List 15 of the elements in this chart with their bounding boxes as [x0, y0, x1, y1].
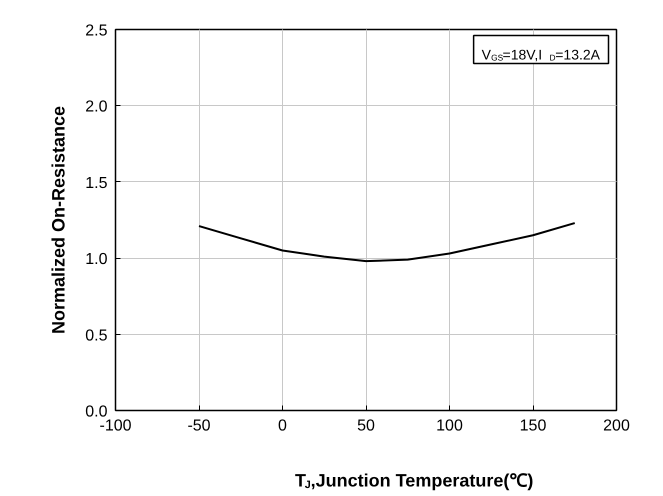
y-tick-label: 2.5	[85, 22, 108, 40]
x-tick-label: 200	[603, 418, 630, 434]
x-tick-label: 50	[357, 418, 375, 434]
y-tick-label: 2.0	[85, 98, 108, 116]
x-tick-label: 150	[520, 418, 546, 434]
y-tick-label: 1.5	[85, 174, 108, 192]
x-tick-label: -50	[187, 418, 211, 434]
y-tick-label: 1.0	[85, 251, 108, 268]
y-tick-label: 0.0	[85, 404, 108, 420]
x-tick-label: 100	[436, 418, 463, 434]
y-axis-title: Normalized On-Resistance	[48, 106, 68, 334]
x-tick-label: -100	[99, 418, 132, 434]
x-tick-label: 0	[278, 418, 288, 434]
line-series	[198, 222, 576, 262]
y-tick-label: 0.5	[85, 327, 108, 344]
